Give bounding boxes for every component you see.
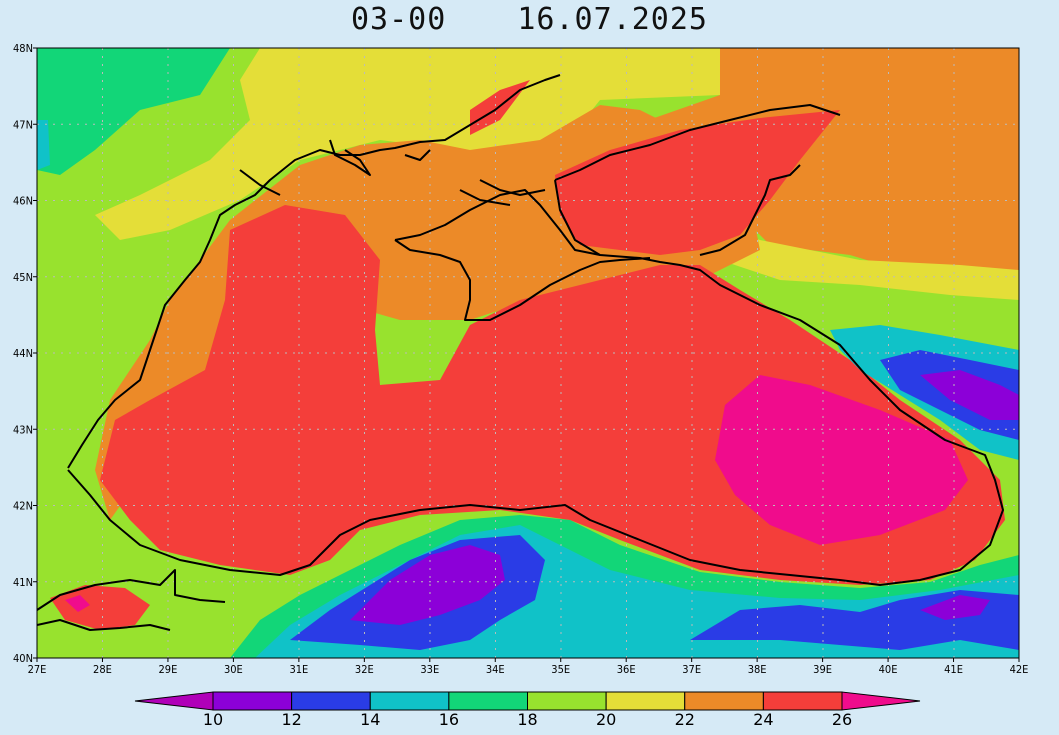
lon-tick-label: 31E	[289, 663, 308, 676]
lon-tick-label: 41E	[944, 663, 963, 676]
field-cyan-w	[37, 120, 50, 170]
colorbar-label: 12	[281, 710, 301, 729]
field-red-azov	[555, 110, 840, 255]
lon-tick-label: 37E	[682, 663, 701, 676]
lat-tick-label: 47N	[13, 118, 33, 131]
field-marmara-pink	[65, 595, 90, 612]
temperature-field	[37, 48, 1019, 658]
colorbar-label: 18	[517, 710, 537, 729]
colorbar-label: 20	[596, 710, 616, 729]
coast-azov	[554, 104, 841, 256]
colorbar-swatch	[212, 691, 293, 711]
field-purple-south	[350, 545, 505, 625]
lon-tick-label: 42E	[1010, 663, 1029, 676]
axes: 27E 28E 29E 30E 31E 32E 33E 34E 35E 36E 37E 38E 39E 4…	[13, 42, 1028, 676]
lon-tick-label: 35E	[551, 663, 570, 676]
lon-tick-label: 38E	[748, 663, 767, 676]
lat-tick-label: 45N	[13, 271, 33, 284]
colorbar-swatch	[527, 691, 607, 711]
field-purple-se	[920, 370, 1019, 420]
colorbar-label: 24	[753, 710, 773, 729]
colorbar-swatch	[448, 691, 528, 711]
lat-tick-label: 41N	[13, 576, 33, 589]
field-green-nw	[37, 48, 230, 175]
field-orange-ne	[620, 48, 1019, 270]
lon-tick-label: 39E	[813, 663, 832, 676]
lat-tick-label: 46N	[13, 195, 33, 208]
coast-nw-detail	[239, 139, 546, 206]
title-time: 03-00	[351, 2, 447, 37]
field-purple-south-e	[920, 595, 990, 620]
lon-tick-label: 29E	[159, 663, 178, 676]
lon-tick-label: 33E	[420, 663, 439, 676]
field-pink-east	[715, 375, 968, 545]
lat-tick-label: 42N	[13, 500, 33, 513]
lon-tick-label: 30E	[224, 663, 243, 676]
colorbar-swatch	[605, 691, 686, 711]
lon-tick-label: 40E	[879, 663, 898, 676]
colorbar-swatch	[684, 691, 764, 711]
lon-tick-label: 36E	[617, 663, 636, 676]
coastline	[37, 74, 1004, 631]
lat-tick-label: 44N	[13, 347, 33, 360]
coast-black-sea	[67, 74, 1004, 586]
coast-marmara	[37, 569, 226, 631]
colorbar-label: 10	[203, 710, 223, 729]
colorbar-label: 16	[439, 710, 459, 729]
lat-tick-label: 48N	[13, 42, 33, 55]
lat-tick-label: 43N	[13, 423, 33, 436]
colorbar-arrow-high	[841, 691, 921, 711]
lon-tick-label: 34E	[486, 663, 505, 676]
colorbar-swatch	[762, 691, 843, 711]
lon-tick-label: 32E	[355, 663, 374, 676]
field-yellow-east	[700, 220, 1019, 300]
field-yellow-n	[95, 48, 720, 240]
colorbar-label: 22	[675, 710, 695, 729]
grid-lines	[37, 48, 1019, 658]
lon-tick-label: 27E	[28, 663, 47, 676]
title-date: 16.07.2025	[517, 2, 708, 37]
colorbar-label: 26	[832, 710, 852, 729]
colorbar-arrow-low	[134, 691, 214, 711]
colorbar-swatch	[291, 691, 371, 711]
coast-crimea	[394, 239, 651, 321]
lon-tick-label: 28E	[93, 663, 112, 676]
lat-tick-label: 40N	[13, 652, 33, 665]
colorbar-label: 14	[360, 710, 380, 729]
colorbar-swatch	[369, 691, 450, 711]
map-title: 03-00 16.07.2025	[0, 2, 1059, 37]
colorbar: 10 12 14 16 18 20 22 24 26	[134, 691, 921, 729]
field-marmara	[50, 585, 150, 630]
